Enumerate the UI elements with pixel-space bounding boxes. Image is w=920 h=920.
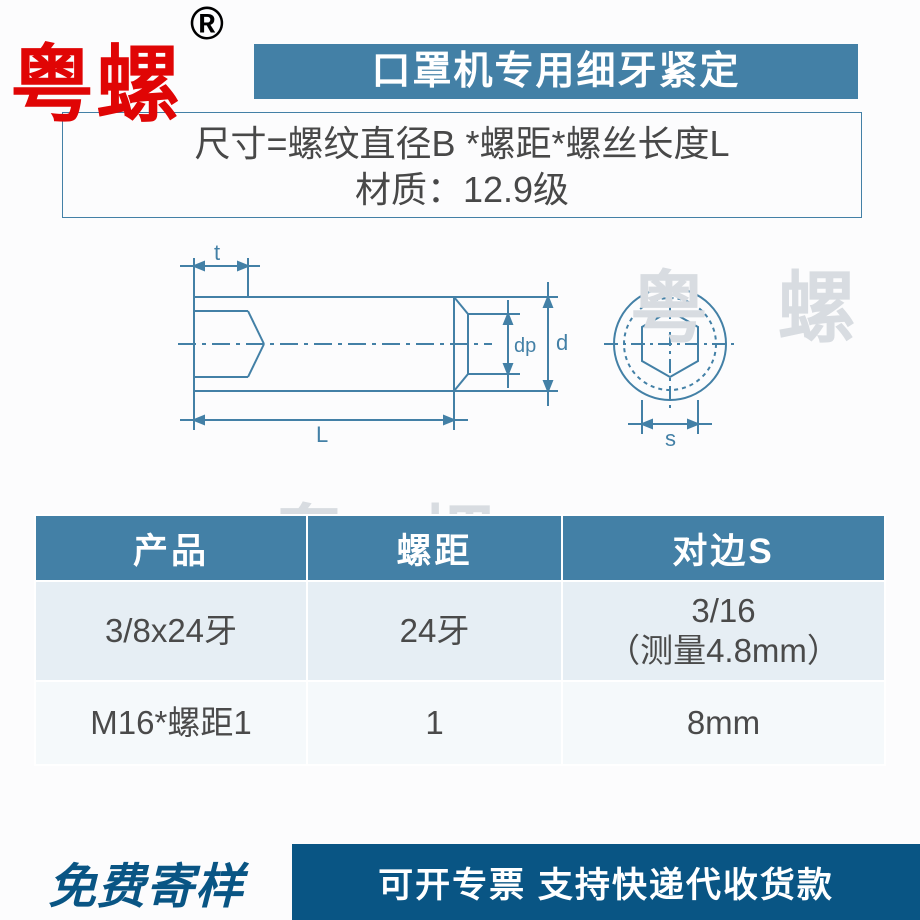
footer: 免费寄样 可开专票 支持快递代收货款 [0, 844, 920, 920]
spec-table: 产品 螺距 对边S 3/8x24牙 24牙 3/16 （测量4.8mm） M16… [34, 514, 886, 766]
title-bar: 口罩机专用细牙紧定 [254, 44, 858, 99]
cell-side-s: 3/16 （测量4.8mm） [562, 581, 885, 681]
cell-pitch: 24牙 [307, 581, 562, 681]
cell-pitch: 1 [307, 681, 562, 765]
cell-product: 3/8x24牙 [35, 581, 307, 681]
side-s-line2: （测量4.8mm） [563, 631, 884, 671]
footer-left: 免费寄样 [0, 844, 292, 920]
diagram-label-L: L [316, 422, 328, 447]
brand-name: 粤螺 [10, 18, 182, 139]
footer-right: 可开专票 支持快递代收货款 [292, 844, 920, 920]
col-pitch: 螺距 [307, 515, 562, 581]
footer-left-text: 免费寄样 [48, 847, 244, 917]
diagram-label-dp: dp [514, 335, 536, 357]
diagram-label-d: d [556, 330, 568, 355]
cell-product: M16*螺距1 [35, 681, 307, 765]
formula-line-1: 尺寸=螺纹直径B *螺距*螺丝长度L [63, 121, 861, 167]
table-row: M16*螺距1 1 8mm [35, 681, 885, 765]
registered-icon: ® [190, 0, 224, 50]
technical-diagram: t L dp [110, 242, 830, 472]
formula-line-2: 材质：12.9级 [63, 167, 861, 213]
col-product: 产品 [35, 515, 307, 581]
diagram-label-s: s [665, 426, 676, 451]
col-side-s: 对边S [562, 515, 885, 581]
table-row: 3/8x24牙 24牙 3/16 （测量4.8mm） [35, 581, 885, 681]
cell-side-s: 8mm [562, 681, 885, 765]
table-header-row: 产品 螺距 对边S [35, 515, 885, 581]
side-s-line1: 3/16 [563, 591, 884, 631]
diagram-label-t: t [214, 242, 220, 265]
footer-right-text: 可开专票 支持快递代收货款 [378, 857, 834, 908]
